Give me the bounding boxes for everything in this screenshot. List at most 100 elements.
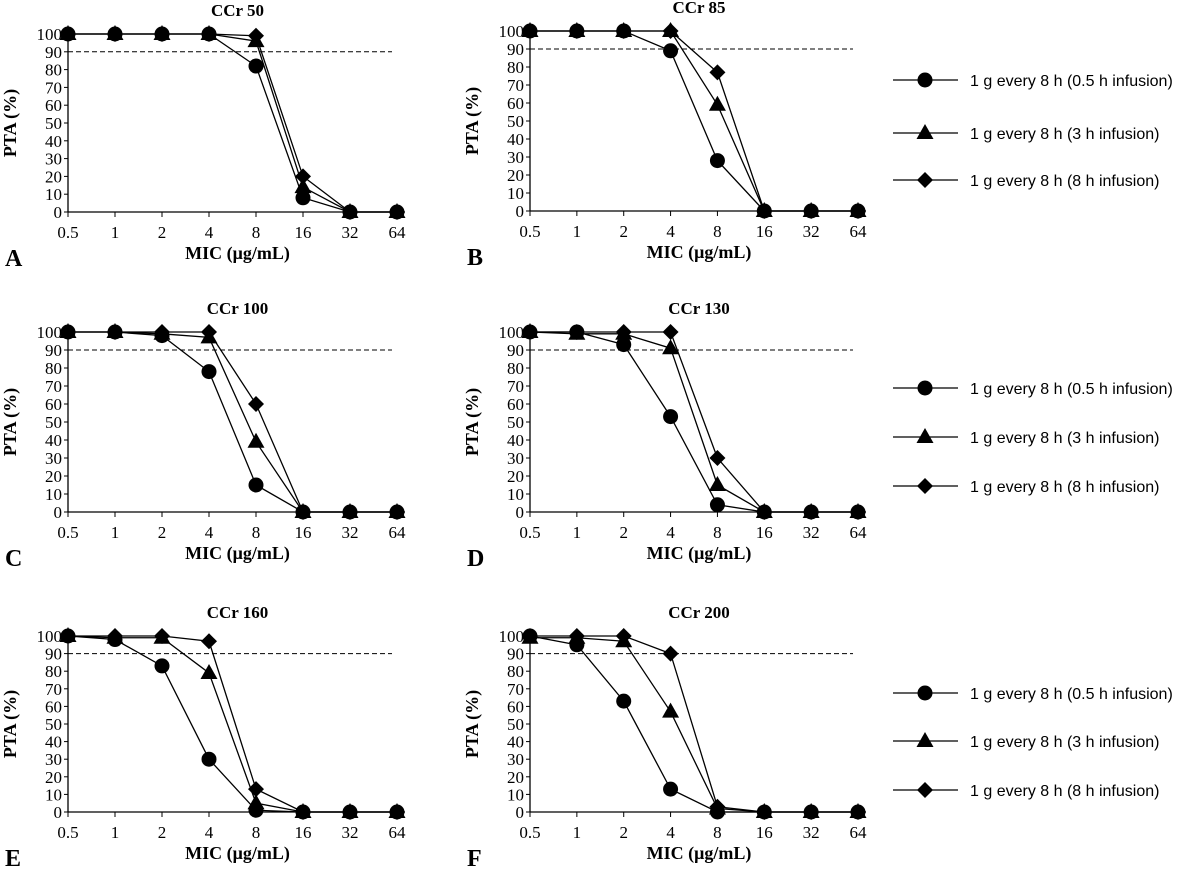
diamond-marker xyxy=(522,628,538,644)
y-tick-label: 30 xyxy=(507,148,524,167)
x-tick-label: 2 xyxy=(619,823,628,842)
y-tick-label: 70 xyxy=(507,377,524,396)
legend-item: 1 g every 8 h (3 h infusion) xyxy=(893,732,1159,751)
y-tick-label: 60 xyxy=(45,96,62,115)
circle-marker xyxy=(917,685,933,701)
diamond-marker xyxy=(803,504,820,520)
y-tick-label: 90 xyxy=(45,43,62,62)
y-tick-label: 100 xyxy=(37,627,63,646)
y-tick-label: 10 xyxy=(507,485,524,504)
y-tick-label: 0 xyxy=(516,202,525,221)
legend-label: 1 g every 8 h (3 h infusion) xyxy=(970,126,1159,143)
y-tick-label: 70 xyxy=(45,377,62,396)
diamond-marker xyxy=(248,27,264,44)
series-line-circle xyxy=(530,30,858,212)
series-line-circle xyxy=(529,635,858,813)
y-tick-label: 30 xyxy=(45,150,62,169)
series-line-circle xyxy=(68,33,397,213)
diamond-marker xyxy=(60,26,76,42)
circle-marker xyxy=(201,364,217,380)
x-tick-label: 2 xyxy=(619,222,628,241)
x-tick-label: 64 xyxy=(389,223,407,242)
x-tick-label: 8 xyxy=(252,823,261,842)
x-tick-label: 8 xyxy=(713,222,722,241)
x-tick-label: 0.5 xyxy=(519,222,540,241)
diamond-marker xyxy=(522,324,538,340)
triangle-marker xyxy=(200,663,218,679)
diamond-marker xyxy=(60,324,76,340)
x-tick-label: 64 xyxy=(850,222,868,241)
diamond-marker xyxy=(107,628,123,644)
series-line-triangle xyxy=(530,637,858,813)
diamond-marker xyxy=(522,23,538,39)
diamond-marker xyxy=(917,782,933,798)
legend: 1 g every 8 h (0.5 h infusion) 1 g every … xyxy=(893,685,1173,800)
legend-label: 1 g every 8 h (0.5 h infusion) xyxy=(970,381,1173,398)
triangle-marker xyxy=(294,178,312,194)
diamond-marker xyxy=(201,324,217,340)
x-tick-label: 8 xyxy=(713,823,722,842)
y-tick-label: 10 xyxy=(45,785,62,804)
circle-marker xyxy=(295,190,311,206)
circle-marker xyxy=(154,658,170,674)
triangle-marker xyxy=(662,339,680,355)
y-tick-label: 30 xyxy=(45,750,62,769)
diamond-marker xyxy=(568,324,585,340)
y-tick-label: 30 xyxy=(507,750,524,769)
y-tick-label: 20 xyxy=(507,768,524,787)
x-tick-label: 4 xyxy=(666,222,675,241)
chart-title: CCr 50 xyxy=(211,1,264,20)
y-tick-label: 20 xyxy=(507,467,524,486)
series-line-diamond xyxy=(530,331,858,513)
x-tick-label: 0.5 xyxy=(57,823,78,842)
circle-marker xyxy=(616,693,632,709)
x-tick-label: 1 xyxy=(573,823,582,842)
y-tick-label: 100 xyxy=(37,25,63,44)
circle-marker xyxy=(709,153,725,169)
x-tick-label: 4 xyxy=(205,523,214,542)
y-tick-label: 70 xyxy=(45,78,62,97)
x-tick-label: 64 xyxy=(850,523,868,542)
x-tick-label: 4 xyxy=(666,523,675,542)
diamond-marker xyxy=(389,204,405,220)
diamond-marker xyxy=(850,203,866,219)
y-tick-label: 60 xyxy=(45,395,62,414)
chart-title: CCr 130 xyxy=(668,299,730,318)
x-tick-label: 16 xyxy=(295,523,312,542)
x-tick-label: 32 xyxy=(803,523,820,542)
diamond-marker xyxy=(756,203,773,219)
x-tick-label: 4 xyxy=(205,823,214,842)
panel-letter: A xyxy=(5,246,23,272)
diamond-marker xyxy=(201,633,217,650)
diamond-marker xyxy=(568,628,585,644)
x-tick-label: 16 xyxy=(756,222,773,241)
legend-label: 1 g every 8 h (8 h infusion) xyxy=(970,783,1159,800)
series-line-triangle xyxy=(68,33,397,213)
panel-letter: C xyxy=(5,546,22,572)
series-line-diamond xyxy=(530,30,858,212)
y-tick-label: 70 xyxy=(507,76,524,95)
diamond-marker xyxy=(709,450,726,466)
y-tick-label: 100 xyxy=(499,627,525,646)
y-tick-label: 0 xyxy=(54,203,63,222)
y-tick-label: 50 xyxy=(45,715,62,734)
y-tick-label: 80 xyxy=(45,359,62,378)
y-tick-label: 40 xyxy=(45,431,62,450)
x-tick-label: 2 xyxy=(158,223,167,242)
circle-marker xyxy=(663,781,679,797)
y-tick-label: 40 xyxy=(507,733,524,752)
x-tick-label: 16 xyxy=(295,223,312,242)
y-tick-label: 50 xyxy=(507,413,524,432)
x-tick-label: 1 xyxy=(111,523,120,542)
circle-marker xyxy=(201,751,217,767)
diamond-marker xyxy=(107,26,123,42)
legend-label: 1 g every 8 h (0.5 h infusion) xyxy=(970,686,1173,703)
diamond-marker xyxy=(662,645,679,662)
diamond-marker xyxy=(342,204,358,220)
chart-title: CCr 85 xyxy=(672,0,725,17)
triangle-marker xyxy=(662,702,680,718)
series-line-circle xyxy=(67,635,397,813)
x-tick-label: 8 xyxy=(252,523,261,542)
